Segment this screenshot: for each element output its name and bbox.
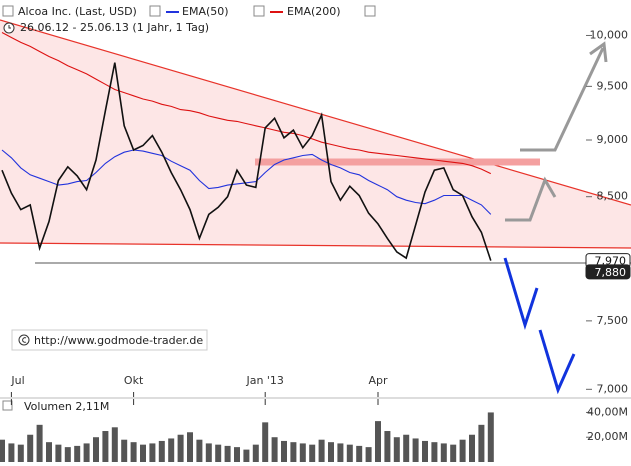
- price-tag-label: 7,970: [595, 255, 627, 268]
- arrow-head: [589, 41, 608, 63]
- y-tick-label: 9,000: [597, 133, 629, 146]
- y-tick-label: 10,000: [590, 28, 629, 41]
- volume-bar: [281, 440, 287, 462]
- volume-bar: [422, 440, 428, 462]
- series-line: [1, 32, 492, 175]
- volume-bar: [46, 442, 52, 462]
- volume-bar: [412, 438, 419, 462]
- volume-bar: [83, 443, 90, 462]
- series-legend: Alcoa Inc. (Last, USD): [18, 5, 137, 18]
- volume-bar: [130, 442, 137, 462]
- checkbox[interactable]: [149, 5, 161, 17]
- volume-bar: [375, 421, 381, 462]
- clock-hands: [8, 25, 11, 29]
- volume-bar: [102, 431, 109, 462]
- y-tick-label: 9,500: [597, 79, 629, 92]
- date-range: 26.06.12 - 25.06.13 (1 Jahr, 1 Tag): [20, 21, 209, 34]
- volume-bar: [158, 440, 165, 462]
- volume-tick-label: 40,00M: [587, 405, 628, 418]
- volume-bar: [243, 449, 250, 462]
- volume-bar: [440, 443, 447, 462]
- copyright-icon: [18, 334, 30, 346]
- y-tick-label: 7,000: [597, 382, 629, 395]
- y-tick-label: 7,500: [597, 314, 629, 327]
- volume-bar: [337, 443, 344, 462]
- volume-bar: [17, 444, 24, 462]
- volume-bar: [215, 444, 222, 462]
- price-tag: [585, 264, 631, 280]
- copyright-icon-c: [22, 337, 27, 343]
- x-tick-label: Okt: [124, 374, 144, 387]
- volume-bar: [55, 444, 62, 462]
- volume-bar: [384, 431, 391, 462]
- volume-bar: [196, 439, 203, 462]
- volume-bar: [27, 434, 34, 462]
- volume-bar: [36, 424, 43, 462]
- volume-bar: [487, 412, 494, 462]
- volume-bar: [0, 439, 5, 462]
- volume-bar: [224, 445, 231, 462]
- series-legend: EMA(200): [287, 5, 341, 18]
- watermark-box: [11, 329, 208, 351]
- trend-channel: [0, 20, 631, 248]
- series-line: [1, 149, 492, 215]
- volume-bar: [177, 434, 184, 462]
- volume-bar: [234, 447, 240, 462]
- checkbox[interactable]: [253, 5, 265, 17]
- volume-bar: [450, 444, 457, 462]
- volume-bar: [318, 439, 325, 462]
- volume-bar: [168, 438, 175, 462]
- volume-bar: [469, 434, 475, 462]
- series-line: [1, 62, 492, 261]
- volume-bar: [205, 443, 212, 462]
- series-legend: EMA(50): [182, 5, 229, 18]
- volume-tick-label: 20,00M: [587, 430, 628, 443]
- volume-bar: [121, 439, 128, 462]
- volume-bar: [111, 427, 118, 462]
- checkbox[interactable]: [2, 5, 14, 17]
- volume-bar: [356, 445, 363, 462]
- volume-bar: [187, 432, 193, 462]
- volume-bar: [478, 424, 485, 462]
- volume-bar: [262, 422, 269, 462]
- volume-bar: [64, 447, 71, 462]
- volume-bar: [140, 444, 146, 462]
- checkbox[interactable]: [364, 5, 376, 17]
- volume-bar: [328, 442, 334, 462]
- trend-line-lower: [0, 242, 631, 249]
- watermark: http://www.godmode-trader.de: [34, 334, 203, 347]
- volume-bar: [252, 444, 259, 462]
- projection-up: [520, 47, 605, 152]
- price-tag-label: 7,880: [595, 266, 627, 279]
- volume-bar: [93, 437, 99, 462]
- volume-bar: [459, 439, 466, 462]
- x-tick-label: Apr: [368, 374, 388, 387]
- volume-label: Volumen 2,11M: [24, 400, 109, 413]
- y-tick-label: 8,500: [597, 190, 629, 203]
- volume-bar: [74, 445, 81, 462]
- volume-bar: [149, 443, 156, 462]
- projection-down-2: [538, 329, 576, 395]
- volume-bar: [299, 443, 306, 462]
- projection-up-small: [505, 176, 557, 222]
- checkbox[interactable]: [2, 400, 13, 411]
- volume-bar: [431, 442, 438, 462]
- volume-bar: [365, 447, 372, 462]
- volume-bar: [271, 437, 278, 462]
- x-tick-label: Jul: [10, 374, 24, 387]
- series-layer: [1, 32, 492, 261]
- trend-line-upper: [0, 19, 631, 206]
- x-tick-label: Jan '13: [245, 374, 283, 387]
- volume-bar: [393, 437, 400, 462]
- volume-bar: [309, 444, 316, 462]
- projection-down: [503, 257, 539, 331]
- volume-bar: [346, 444, 353, 462]
- volume-bar: [290, 442, 297, 462]
- volume-bar: [8, 443, 15, 462]
- volume-bar: [403, 434, 410, 462]
